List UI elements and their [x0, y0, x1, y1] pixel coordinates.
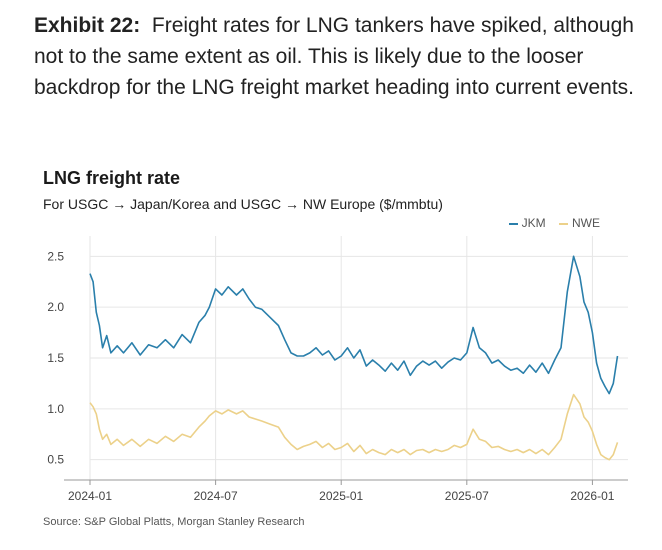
legend-item-jkm: JKM	[508, 216, 549, 230]
series-line-nwe	[89, 393, 619, 461]
chart-title: LNG freight rate	[43, 168, 181, 188]
chart-subtitle: For USGC → Japan/Korea and USGC → NW Eur…	[43, 196, 443, 212]
x-tick-label: 2026-01	[570, 489, 614, 503]
x-tick-label: 2024-01	[68, 489, 112, 503]
chart-source: Source: S&P Global Platts, Morgan Stanle…	[43, 516, 305, 528]
legend-swatch-nwe	[559, 222, 568, 225]
series-line-jkm	[89, 255, 619, 395]
chart-legend: JKM NWE	[499, 216, 600, 230]
y-tick-label: 2.0	[47, 300, 64, 314]
exhibit-text: Freight rates for LNG tankers have spike…	[34, 14, 634, 99]
series-lines	[89, 255, 619, 461]
x-tick-label: 2024-07	[194, 489, 238, 503]
gridlines	[89, 236, 628, 480]
legend-label-jkm: JKM	[521, 216, 546, 230]
exhibit-label: Exhibit 22:	[34, 14, 141, 37]
y-tick-label: 1.5	[47, 351, 64, 365]
y-tick-label: 2.5	[47, 249, 64, 263]
legend-swatch-jkm	[508, 222, 518, 225]
exhibit-caption: Exhibit 22: Freight rates for LNG tanker…	[34, 10, 644, 103]
axes: 0.5 1.0 1.5 2.0 2.5 2024-01 2024-07 2025-01 2025…	[47, 249, 628, 503]
y-tick-label: 0.5	[47, 453, 64, 467]
y-tick-label: 1.0	[47, 402, 64, 416]
legend-label-nwe: NWE	[572, 216, 600, 230]
legend-item-nwe: NWE	[559, 216, 600, 230]
x-tick-label: 2025-01	[319, 489, 363, 503]
x-tick-label: 2025-07	[445, 489, 489, 503]
